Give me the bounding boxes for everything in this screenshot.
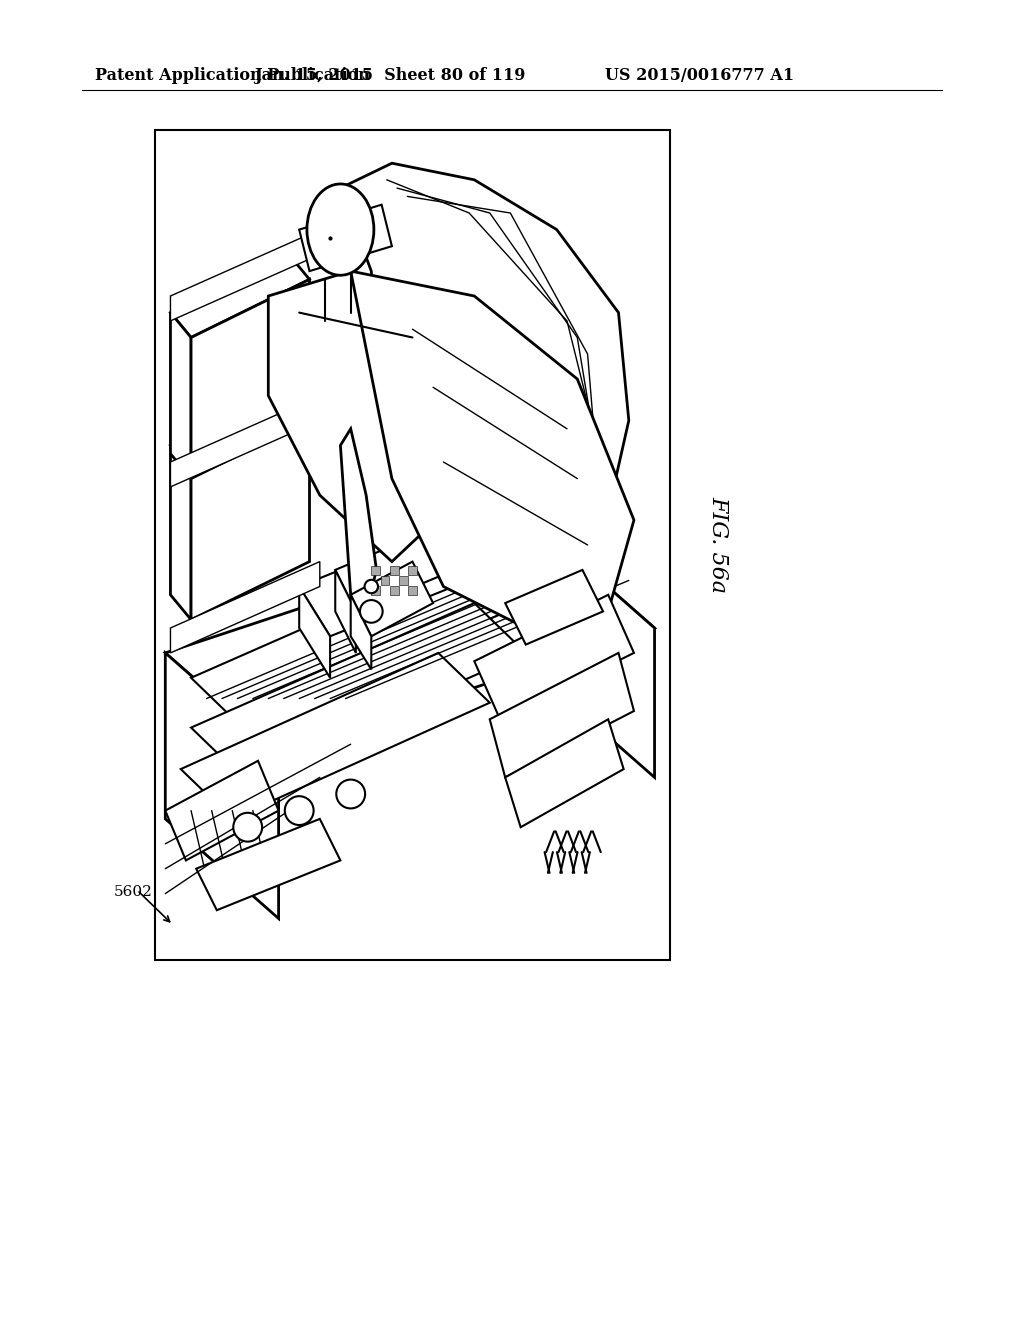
Polygon shape: [390, 586, 398, 595]
Polygon shape: [399, 576, 408, 585]
Polygon shape: [191, 412, 309, 619]
Polygon shape: [170, 387, 309, 470]
Circle shape: [360, 601, 383, 623]
Polygon shape: [474, 595, 634, 719]
Polygon shape: [299, 205, 392, 271]
Polygon shape: [197, 818, 340, 911]
Polygon shape: [299, 586, 330, 677]
Polygon shape: [191, 603, 525, 777]
Polygon shape: [191, 280, 309, 479]
Polygon shape: [350, 595, 372, 669]
Ellipse shape: [307, 183, 374, 276]
Bar: [155, 129, 670, 960]
Polygon shape: [165, 653, 279, 919]
Polygon shape: [340, 164, 629, 561]
Polygon shape: [170, 561, 319, 653]
Polygon shape: [489, 653, 634, 777]
Polygon shape: [165, 528, 654, 752]
Polygon shape: [409, 566, 417, 576]
Polygon shape: [381, 576, 389, 585]
Polygon shape: [299, 537, 454, 636]
Polygon shape: [335, 570, 356, 653]
Circle shape: [233, 813, 262, 842]
Polygon shape: [170, 313, 191, 479]
Polygon shape: [372, 586, 380, 595]
Text: US 2015/0016777 A1: US 2015/0016777 A1: [605, 66, 795, 83]
Polygon shape: [268, 271, 454, 561]
Polygon shape: [335, 520, 474, 611]
Polygon shape: [409, 586, 417, 595]
Polygon shape: [170, 230, 319, 321]
Text: FIG. 56a: FIG. 56a: [707, 496, 729, 594]
Polygon shape: [170, 396, 319, 487]
Polygon shape: [390, 566, 398, 576]
Text: Jan. 15, 2015  Sheet 80 of 119: Jan. 15, 2015 Sheet 80 of 119: [254, 66, 525, 83]
Polygon shape: [350, 561, 433, 636]
Polygon shape: [170, 445, 191, 619]
Polygon shape: [165, 760, 279, 861]
Circle shape: [336, 780, 366, 808]
Text: 5602: 5602: [114, 884, 153, 899]
Circle shape: [365, 579, 378, 593]
Circle shape: [285, 796, 313, 825]
Polygon shape: [542, 528, 654, 777]
Polygon shape: [372, 566, 380, 576]
Polygon shape: [505, 719, 624, 828]
Text: Patent Application Publication: Patent Application Publication: [95, 66, 370, 83]
Polygon shape: [505, 570, 603, 644]
Polygon shape: [191, 553, 525, 727]
Polygon shape: [340, 429, 377, 611]
Polygon shape: [350, 271, 634, 628]
Polygon shape: [170, 255, 309, 338]
Polygon shape: [181, 653, 489, 818]
